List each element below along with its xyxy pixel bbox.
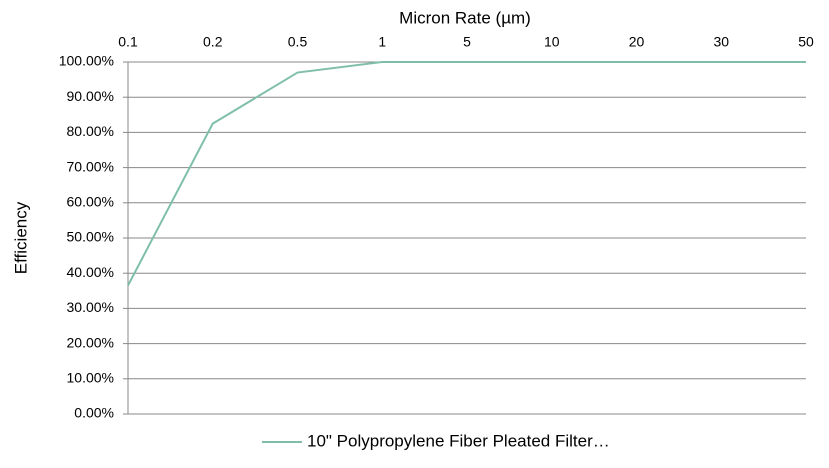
x-tick-label: 0.5	[288, 34, 308, 50]
y-tick-label: 10.00%	[67, 370, 114, 386]
y-tick-label: 20.00%	[67, 334, 114, 350]
line-series	[127, 61, 806, 286]
y-axis-title: Efficiency	[11, 201, 30, 274]
legend-label: 10" Polypropylene Fiber Pleated Filter…	[307, 431, 610, 450]
y-tick-label: 90.00%	[67, 88, 114, 104]
y-tick-label: 100.00%	[59, 53, 114, 69]
y-tick-label: 30.00%	[67, 299, 114, 315]
x-tick-label: 10	[544, 34, 560, 50]
y-tick-label: 40.00%	[67, 264, 114, 280]
x-axis-title: Micron Rate (µm)	[399, 8, 531, 27]
x-tick-label: 50	[798, 34, 814, 50]
y-tick-label: 60.00%	[67, 194, 114, 210]
y-tick-label: 70.00%	[67, 158, 114, 174]
x-tick-label: 5	[463, 34, 471, 50]
y-tick-label: 50.00%	[67, 229, 114, 245]
y-tick-label: 80.00%	[67, 123, 114, 139]
x-tick-label: 1	[378, 34, 386, 50]
x-tick-label: 20	[629, 34, 645, 50]
y-tick-label: 0.00%	[74, 405, 114, 421]
x-tick-label: 30	[713, 34, 729, 50]
x-tick-label: 0.1	[118, 34, 138, 50]
x-tick-label: 0.2	[203, 34, 223, 50]
